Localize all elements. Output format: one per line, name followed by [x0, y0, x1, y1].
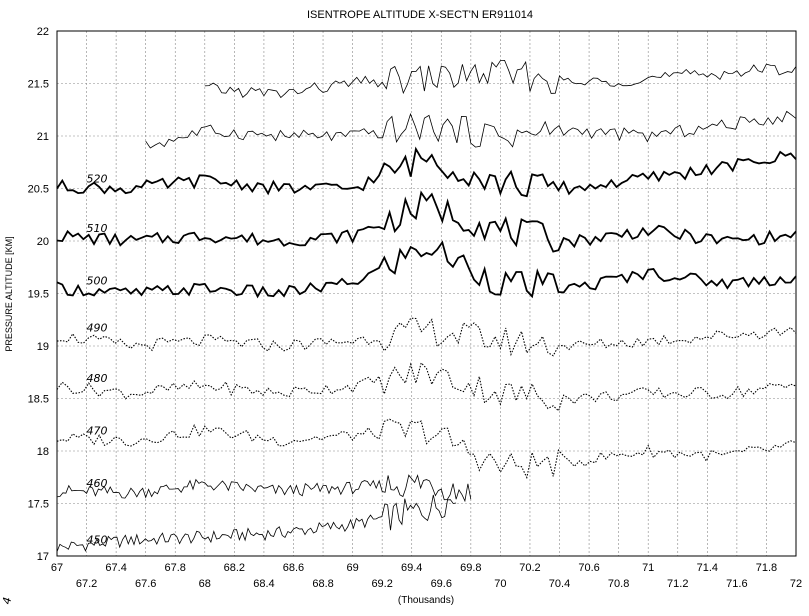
x-tick-label: 70.6: [578, 562, 599, 574]
x-tick-label: 68.8: [312, 578, 333, 590]
x-tick-label: 68.2: [224, 562, 245, 574]
series-line-460: [56, 474, 472, 503]
curve-label-490: 490: [87, 322, 108, 335]
y-tick-label: 17.5: [28, 499, 49, 511]
series-lines: [56, 59, 797, 552]
curve-label-510: 510: [87, 222, 108, 235]
curve-label-480: 480: [87, 372, 108, 385]
series-line-upper: [145, 110, 797, 149]
series-line-520: [56, 146, 797, 198]
x-tick-label: 69.2: [371, 578, 392, 590]
x-tick-labels: 67 67.4 67.8 68.2 68.6 69 69.4 69.8 70.2 70.6 71 71…: [51, 562, 802, 590]
curve-label-450: 450: [87, 534, 108, 547]
x-tick-label: 67.6: [135, 578, 156, 590]
y-tick-label: 17: [37, 551, 49, 563]
series-line-480: [56, 361, 797, 412]
y-tick-label: 20: [37, 236, 49, 248]
x-tick-label: 71.2: [667, 578, 688, 590]
y-tick-label: 21.5: [28, 79, 49, 91]
series-line-510: [56, 190, 797, 253]
x-tick-label: 67.4: [105, 562, 126, 574]
curve-label-470: 470: [87, 424, 108, 437]
x-tick-label: 68: [199, 578, 211, 590]
x-tick-label: 70.2: [519, 562, 540, 574]
series-line-upper: [204, 59, 797, 99]
curve-label-520: 520: [87, 172, 108, 185]
x-tick-label: 69.6: [431, 578, 452, 590]
y-tick-label: 19.5: [28, 289, 49, 301]
plot-frame: [56, 30, 797, 557]
x-tick-label: 71.6: [726, 578, 747, 590]
chart-title: ISENTROPE ALTITUDE X-SECT'N ER911014: [307, 9, 533, 21]
y-tick-label: 21: [37, 131, 49, 143]
y-tick-label: 18: [37, 446, 49, 458]
y-tick-labels: 17 17.5 18 18.5 19 19.5 20 20.5 21 21.5 22: [28, 26, 49, 563]
y-tick-label: 22: [37, 26, 49, 38]
x-tick-label: 69.8: [460, 562, 481, 574]
x-tick-label: 70.8: [608, 578, 629, 590]
x-tick-label: 71.8: [756, 562, 777, 574]
y-tick-label: 20.5: [28, 184, 49, 196]
x-tick-label: 70.4: [549, 578, 570, 590]
x-tick-label: 70: [494, 578, 506, 590]
x-tick-label: 68.6: [283, 562, 304, 574]
x-tick-label: 69.4: [401, 562, 422, 574]
x-tick-label: 71: [642, 562, 654, 574]
x-tick-label: 67: [51, 562, 63, 574]
series-line-450: [56, 494, 457, 552]
x-tick-label: 69: [346, 562, 358, 574]
series-line-490: [56, 317, 797, 357]
series-line-470: [56, 418, 797, 480]
x-axis-label: (Thousands): [398, 595, 454, 606]
x-tick-label: 67.2: [76, 578, 97, 590]
curve-label-460: 460: [87, 477, 108, 490]
series-line-500: [56, 240, 797, 299]
y-tick-label: 18.5: [28, 394, 49, 406]
x-tick-label: 72: [790, 578, 802, 590]
curve-label-500: 500: [87, 274, 108, 287]
x-tick-label: 67.8: [165, 562, 186, 574]
x-tick-label: 68.4: [253, 578, 274, 590]
curve-labels: 450 460 470 480 490 500 510 520: [87, 172, 108, 546]
margin-mark: 4: [0, 596, 14, 605]
y-tick-label: 19: [37, 341, 49, 353]
x-tick-label: 71.4: [697, 562, 718, 574]
y-axis-label: PRESSURE ALTITUDE [KM]: [4, 236, 14, 351]
gridlines: [57, 30, 796, 557]
